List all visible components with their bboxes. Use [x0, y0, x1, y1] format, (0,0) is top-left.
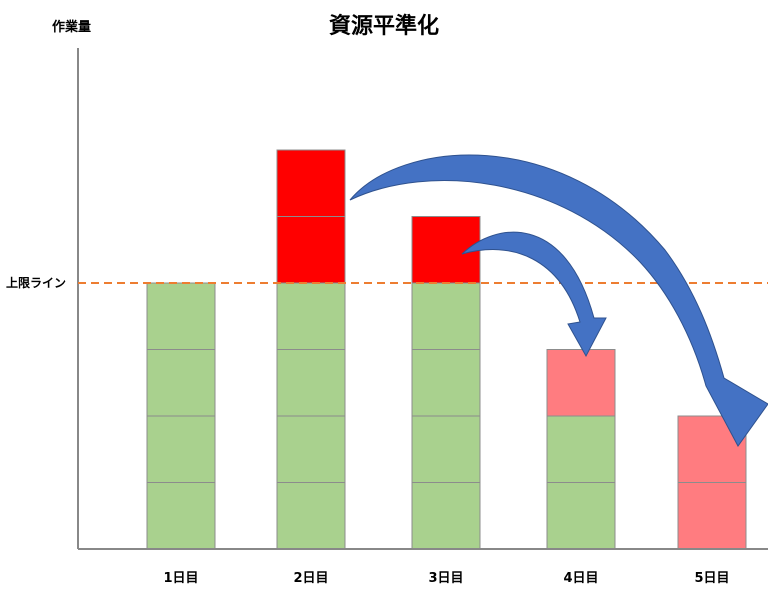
- limit-line-label: 上限ライン: [6, 276, 67, 290]
- x-tick-label: 3日目: [428, 571, 463, 586]
- x-tick-label: 2日目: [293, 571, 328, 586]
- bar-segment: [276, 149, 346, 217]
- bar-segment: [411, 282, 481, 350]
- chart-title: 資源平準化: [328, 14, 439, 39]
- bar-segment: [276, 216, 346, 284]
- bar-segment: [146, 482, 216, 550]
- arrow-day3-to-day4: [461, 231, 607, 358]
- bar-segment: [411, 415, 481, 483]
- bar-segment: [546, 349, 616, 417]
- bar-segment: [276, 415, 346, 483]
- bar-segment: [276, 282, 346, 350]
- bar-segment: [546, 482, 616, 550]
- arrow-day2-to-day5: [349, 154, 768, 447]
- bar-segment: [146, 349, 216, 417]
- bar-segment: [146, 282, 216, 350]
- bar-segment: [411, 349, 481, 417]
- x-tick-label: 4日目: [563, 571, 598, 586]
- bar-segment: [276, 349, 346, 417]
- bar-segment: [677, 482, 747, 550]
- bar-segment: [276, 482, 346, 550]
- y-axis-label: 作業量: [52, 20, 92, 35]
- bar-segment: [411, 482, 481, 550]
- bar-segment: [146, 415, 216, 483]
- x-tick-label: 1日目: [163, 571, 198, 586]
- x-tick-label: 5日目: [694, 571, 729, 586]
- bar-segment: [546, 415, 616, 483]
